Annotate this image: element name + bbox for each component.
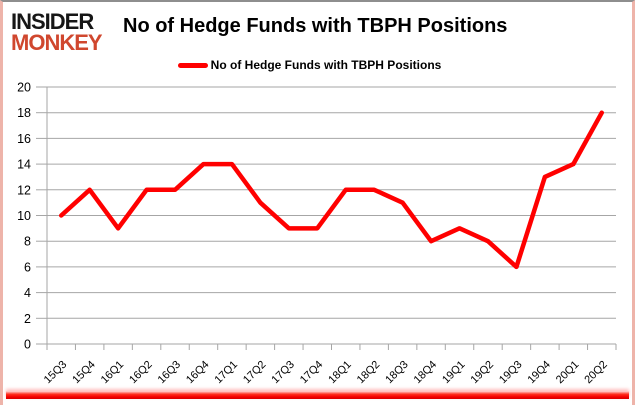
- y-tick-label: 6: [24, 260, 31, 274]
- line-chart: 0 2 4 6 8 10 12 14 16 18 20 15Q3 15Q4 16Q1 16Q2 16Q3 16Q…: [17, 81, 617, 387]
- x-tick-label: 16Q1: [99, 359, 127, 387]
- series-line: [58, 110, 605, 270]
- legend-label: No of Hedge Funds with TBPH Positions: [210, 58, 442, 72]
- y-tick-label: 10: [17, 209, 31, 223]
- legend: No of Hedge Funds with TBPH Positions: [3, 58, 624, 72]
- bottom-red-bar: [6, 391, 629, 399]
- x-tick-label: 16Q4: [184, 359, 212, 387]
- y-tick-label: 12: [17, 183, 31, 197]
- y-tick-label: 16: [17, 132, 31, 146]
- x-tick-label: 15Q4: [70, 359, 98, 387]
- x-tick-label: 18Q2: [355, 359, 383, 387]
- x-tick-label: 17Q3: [269, 359, 297, 387]
- x-tick-label: 16Q2: [127, 359, 155, 387]
- y-tick-label: 2: [24, 312, 31, 326]
- x-tick-label: 18Q4: [412, 359, 440, 387]
- logo-line-insider: INSIDER: [11, 9, 94, 34]
- logo-line-monkey: MONKEY: [11, 30, 103, 55]
- x-tick-label: 15Q3: [42, 359, 70, 387]
- x-tick-label: 18Q3: [383, 359, 411, 387]
- y-tick-label: 8: [24, 235, 31, 249]
- y-tick-label: 0: [24, 338, 31, 352]
- x-tick-label: 17Q2: [241, 359, 269, 387]
- y-tick-label: 18: [17, 106, 31, 120]
- x-tick-label: 19Q2: [469, 359, 497, 387]
- y-tick-label: 20: [17, 81, 31, 95]
- x-tick-label: 19Q3: [497, 359, 525, 387]
- x-tick-label: 17Q1: [213, 359, 241, 387]
- chart-title: No of Hedge Funds with TBPH Positions: [123, 15, 508, 37]
- x-tick-label: 18Q1: [326, 359, 354, 387]
- x-tick-label: 16Q3: [156, 359, 184, 387]
- x-tick-label: 19Q4: [525, 359, 553, 387]
- y-tick-label: 14: [17, 158, 31, 172]
- x-tick-label: 20Q2: [582, 359, 610, 387]
- x-tick-label: 20Q1: [554, 359, 582, 387]
- y-tick-label: 4: [24, 286, 31, 300]
- x-tick-label: 17Q4: [298, 359, 326, 387]
- x-tick-label: 19Q1: [440, 359, 468, 387]
- legend-line-swatch: [177, 62, 208, 68]
- insider-monkey-logo: INSIDER MONKEY: [11, 9, 103, 55]
